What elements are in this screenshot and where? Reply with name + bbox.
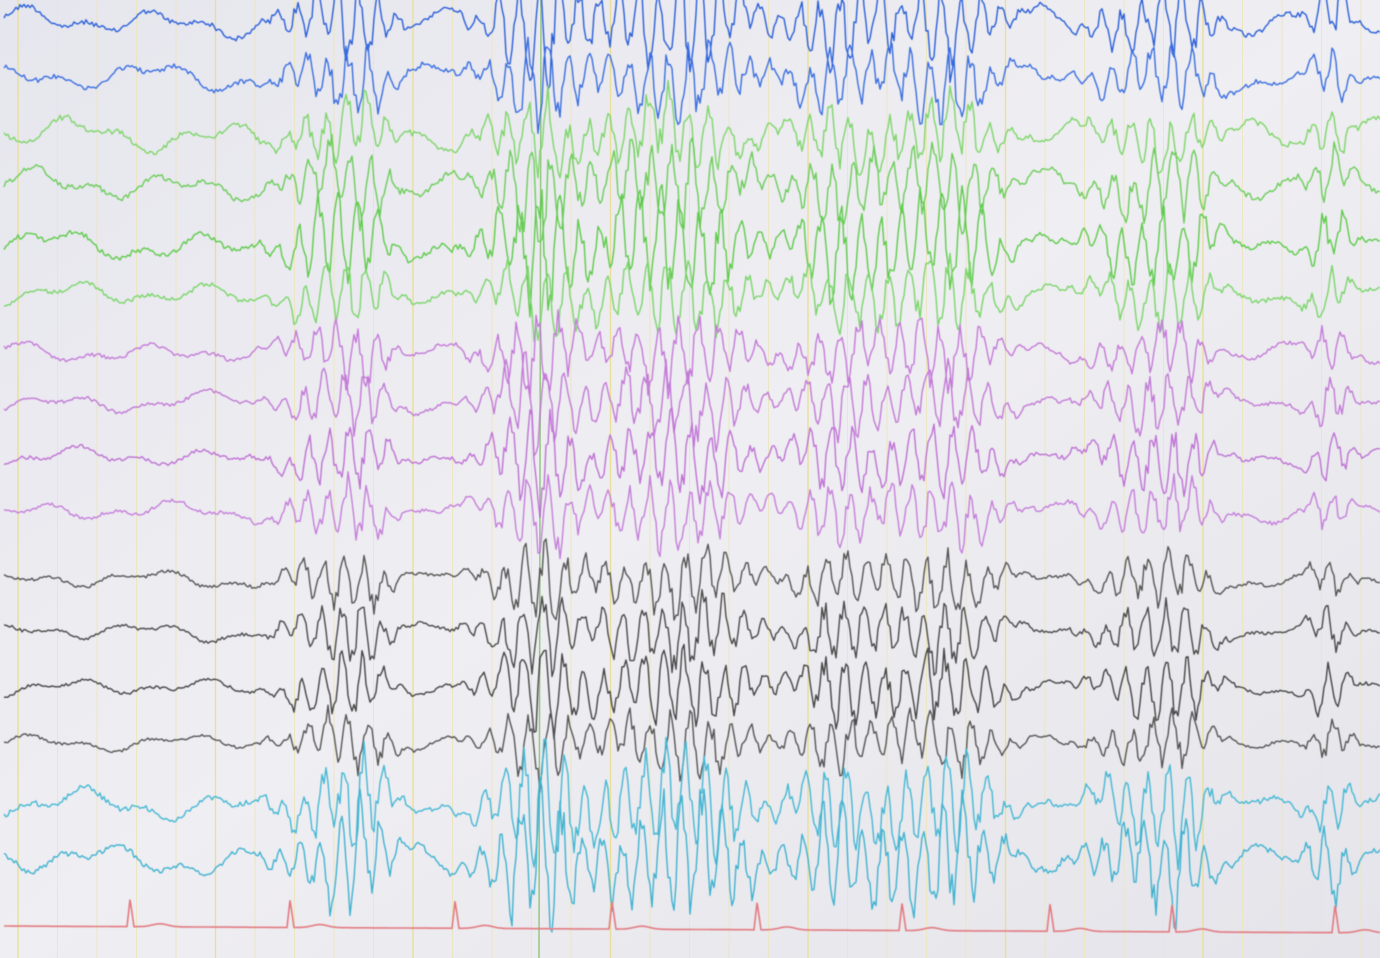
page: {} (() => { JSON.parse(document.getEleme… bbox=[0, 0, 1388, 958]
background bbox=[0, 0, 1388, 958]
screen-edge bbox=[1380, 0, 1388, 958]
eeg-screen bbox=[0, 0, 1388, 958]
